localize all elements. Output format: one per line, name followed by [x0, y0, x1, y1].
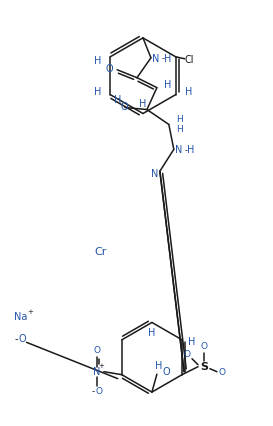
Text: H: H: [176, 115, 183, 124]
Text: -: -: [184, 146, 187, 155]
Text: H: H: [148, 328, 156, 338]
Text: O: O: [19, 334, 26, 344]
Text: O: O: [162, 367, 170, 377]
Text: -: -: [161, 54, 164, 63]
Text: N: N: [152, 54, 160, 64]
Text: H: H: [176, 125, 183, 134]
Text: +: +: [98, 363, 104, 369]
Text: N: N: [93, 367, 100, 377]
Text: H: H: [164, 54, 171, 64]
Text: N: N: [175, 145, 182, 155]
Text: O: O: [200, 343, 207, 351]
Text: O: O: [218, 368, 225, 377]
Text: S: S: [200, 362, 208, 372]
Text: H: H: [155, 361, 163, 371]
Text: O: O: [95, 387, 102, 396]
Text: Cl: Cl: [185, 55, 194, 65]
Text: Na: Na: [14, 312, 27, 322]
Text: H: H: [185, 86, 192, 97]
Text: H: H: [139, 98, 147, 109]
Text: H: H: [188, 337, 196, 347]
Text: O: O: [183, 350, 191, 359]
Text: H: H: [164, 80, 171, 89]
Text: O: O: [93, 346, 100, 355]
Text: +: +: [28, 310, 34, 316]
Text: H: H: [94, 86, 101, 97]
Text: -: -: [91, 387, 94, 396]
Text: H: H: [94, 56, 101, 66]
Text: H: H: [114, 95, 122, 104]
Text: -: -: [15, 334, 18, 344]
Text: H: H: [187, 145, 194, 155]
Text: Cr: Cr: [94, 247, 106, 257]
Text: N: N: [151, 169, 159, 179]
Text: O: O: [120, 101, 128, 112]
Text: O: O: [105, 64, 113, 74]
